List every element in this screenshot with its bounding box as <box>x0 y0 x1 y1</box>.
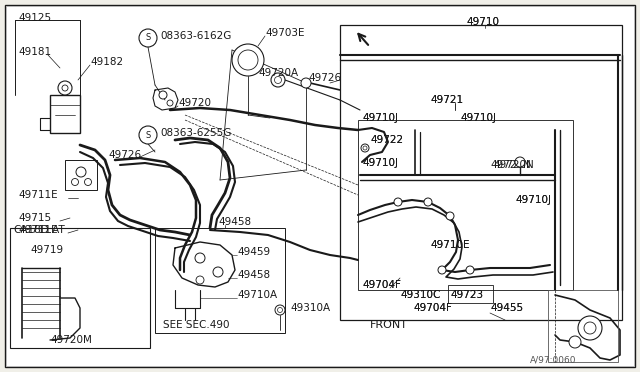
Circle shape <box>167 100 173 106</box>
Text: 49710J: 49710J <box>362 158 398 168</box>
Text: 49723: 49723 <box>450 290 483 300</box>
Circle shape <box>569 336 581 348</box>
Circle shape <box>394 198 402 206</box>
Text: 49458: 49458 <box>237 270 270 280</box>
Text: 49721: 49721 <box>430 95 463 105</box>
Text: 49710: 49710 <box>466 17 499 27</box>
Bar <box>50 95 80 133</box>
Text: 49704F: 49704F <box>362 280 401 290</box>
Circle shape <box>584 322 596 334</box>
Circle shape <box>139 29 157 47</box>
Text: 49710: 49710 <box>466 17 499 27</box>
Text: 49720M: 49720M <box>50 335 92 345</box>
Text: 49458: 49458 <box>218 217 251 227</box>
Text: 49720A: 49720A <box>258 68 298 78</box>
Text: 49182: 49182 <box>90 57 123 67</box>
Text: 49721: 49721 <box>430 95 463 105</box>
Text: 49726: 49726 <box>308 73 341 83</box>
Circle shape <box>271 73 285 87</box>
Circle shape <box>62 85 68 91</box>
Text: 49710J: 49710J <box>362 113 398 123</box>
Text: 49710A: 49710A <box>237 290 277 300</box>
Text: 49720N: 49720N <box>493 160 534 170</box>
Bar <box>548 290 618 362</box>
Text: 49722: 49722 <box>370 135 403 145</box>
Circle shape <box>424 198 432 206</box>
Circle shape <box>213 267 223 277</box>
Text: 49310A: 49310A <box>290 303 330 313</box>
Text: 49715: 49715 <box>18 213 51 223</box>
Circle shape <box>58 81 72 95</box>
Text: 49710J: 49710J <box>515 195 551 205</box>
Text: 49711E: 49711E <box>18 190 58 200</box>
Text: 49710J: 49710J <box>362 158 398 168</box>
Circle shape <box>278 308 282 312</box>
Text: S: S <box>145 33 150 42</box>
Text: 49710J: 49710J <box>460 113 496 123</box>
Text: S: S <box>145 131 150 140</box>
Circle shape <box>515 157 525 167</box>
Text: 49710J: 49710J <box>362 113 398 123</box>
Text: 49181: 49181 <box>18 47 51 57</box>
Text: 49455: 49455 <box>490 303 523 313</box>
Text: 08363-6255G: 08363-6255G <box>160 128 232 138</box>
Text: 49720: 49720 <box>178 98 211 108</box>
Circle shape <box>232 44 264 76</box>
Circle shape <box>361 144 369 152</box>
Circle shape <box>466 266 474 274</box>
Text: 49310C: 49310C <box>400 290 440 300</box>
Text: FRONT: FRONT <box>370 320 408 330</box>
Circle shape <box>301 78 311 88</box>
Circle shape <box>84 179 92 186</box>
Circle shape <box>578 316 602 340</box>
Text: 49310C: 49310C <box>400 290 440 300</box>
Text: 49711E: 49711E <box>18 225 58 235</box>
Circle shape <box>238 50 258 70</box>
Circle shape <box>275 77 282 83</box>
Text: 49722: 49722 <box>370 135 403 145</box>
Circle shape <box>195 253 205 263</box>
Text: 49459: 49459 <box>237 247 270 257</box>
Bar <box>10 228 150 348</box>
Circle shape <box>159 91 167 99</box>
Text: 49704F: 49704F <box>362 280 401 290</box>
Text: SEE SEC.490: SEE SEC.490 <box>163 320 230 330</box>
Circle shape <box>363 146 367 150</box>
Text: 49125: 49125 <box>18 13 51 23</box>
Bar <box>65 160 97 190</box>
Text: 49723: 49723 <box>450 290 483 300</box>
Bar <box>155 228 285 333</box>
Circle shape <box>446 212 454 220</box>
Circle shape <box>76 167 86 177</box>
Text: 08363-6162G: 08363-6162G <box>160 31 232 41</box>
Text: 49710J: 49710J <box>515 195 551 205</box>
Circle shape <box>196 276 204 284</box>
Text: 49720N: 49720N <box>490 160 531 170</box>
Text: 49704F: 49704F <box>413 303 452 313</box>
Circle shape <box>438 266 446 274</box>
Bar <box>340 25 622 320</box>
Text: 49726: 49726 <box>108 150 141 160</box>
Text: 49455: 49455 <box>490 303 523 313</box>
Text: 49704F: 49704F <box>413 303 452 313</box>
Text: 49710J: 49710J <box>460 113 496 123</box>
Text: 49710E: 49710E <box>430 240 470 250</box>
Text: 49703E: 49703E <box>265 28 305 38</box>
Text: 49719: 49719 <box>30 245 63 255</box>
Circle shape <box>72 179 79 186</box>
Bar <box>448 285 493 303</box>
Bar <box>358 120 573 290</box>
Text: A/97:0060: A/97:0060 <box>530 356 577 365</box>
Text: 49710E: 49710E <box>430 240 470 250</box>
Text: CA18D.AT: CA18D.AT <box>13 225 65 235</box>
Circle shape <box>139 126 157 144</box>
Circle shape <box>275 305 285 315</box>
